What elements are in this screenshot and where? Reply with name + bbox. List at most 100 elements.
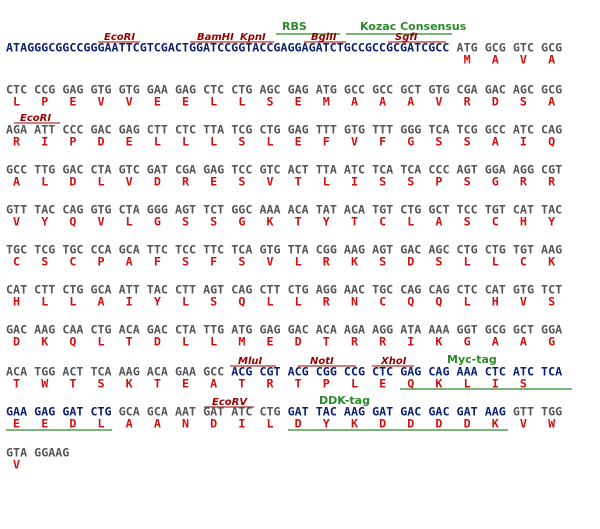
codon: ACG xyxy=(231,365,252,379)
site-label: BamHI xyxy=(197,32,234,43)
amino-acid: L xyxy=(266,417,273,431)
codon: CGG xyxy=(316,365,337,379)
codon: AGA xyxy=(6,123,27,137)
amino-acid: K xyxy=(41,335,48,349)
codon: GCT xyxy=(400,83,421,97)
codon: TCA xyxy=(90,365,111,379)
codon: TGG xyxy=(541,405,562,419)
codon: GAC xyxy=(485,83,506,97)
codon: GCA xyxy=(119,243,140,257)
amino-acid: S xyxy=(210,295,217,309)
codon: TTA xyxy=(288,243,309,257)
amino-acid: E xyxy=(295,135,302,149)
codon: TTG xyxy=(203,323,224,337)
codon: ACA xyxy=(147,365,168,379)
amino-acid: I xyxy=(351,175,358,189)
codon: TTT xyxy=(316,123,337,137)
amino-acid: M xyxy=(238,335,245,349)
codon: GTA xyxy=(6,446,27,460)
amino-acid: N xyxy=(351,295,358,309)
amino-acid: C xyxy=(69,255,76,269)
amino-acid: R xyxy=(182,175,190,189)
codon: CTT xyxy=(34,283,55,297)
amino-acid: L xyxy=(210,335,217,349)
amino-acid: K xyxy=(126,377,133,391)
amino-acid: S xyxy=(210,215,217,229)
amino-acid: V xyxy=(13,458,20,472)
amino-acid: K xyxy=(492,417,499,431)
amino-acid: G xyxy=(492,175,499,189)
codon: GTC xyxy=(513,41,534,55)
codon: TAC xyxy=(147,283,168,297)
amino-acid: T xyxy=(126,335,133,349)
codon: AAG xyxy=(541,243,562,257)
codon: GTG xyxy=(513,283,534,297)
amino-acid: S xyxy=(464,175,471,189)
amino-acid: A xyxy=(548,53,555,67)
amino-acid: L xyxy=(182,295,189,309)
amino-acid: E xyxy=(182,95,189,109)
codon: TCG xyxy=(457,123,478,137)
amino-acid: S xyxy=(520,377,527,391)
amino-acid: C xyxy=(379,215,386,229)
site-label: EcoRV xyxy=(212,397,248,408)
codon: GAT xyxy=(147,163,168,177)
amino-acid: K xyxy=(351,255,358,269)
amino-acid: D xyxy=(13,335,20,349)
codon: CAT xyxy=(485,283,506,297)
codon: GGT xyxy=(457,323,478,337)
amino-acid: Q xyxy=(407,377,414,391)
amino-acid: A xyxy=(492,335,499,349)
codon: ACA xyxy=(344,203,365,217)
amino-acid: G xyxy=(407,135,414,149)
codon: CTT xyxy=(175,283,196,297)
amino-acid: V xyxy=(126,95,133,109)
codon: GTT xyxy=(6,203,27,217)
amino-acid: D xyxy=(154,335,161,349)
codon: GTG xyxy=(428,83,449,97)
codon: TCT xyxy=(203,203,224,217)
amino-acid: I xyxy=(238,417,245,431)
amino-acid: S xyxy=(266,95,273,109)
amino-acid: Y xyxy=(548,215,555,229)
codon: AGT xyxy=(175,203,196,217)
amino-acid: S xyxy=(379,175,386,189)
codon: AGT xyxy=(457,163,478,177)
codon: GAT xyxy=(203,405,224,419)
amino-acid: S xyxy=(182,255,189,269)
codon: ACT xyxy=(288,163,309,177)
codon: TCG xyxy=(34,243,55,257)
codon: CCC xyxy=(62,123,83,137)
codon: CTG xyxy=(90,323,111,337)
amino-acid: S xyxy=(238,135,245,149)
codon: GCG xyxy=(485,41,506,55)
amino-acid: T xyxy=(323,335,330,349)
codon: AAG xyxy=(344,243,365,257)
codon: AGC xyxy=(428,243,449,257)
codon: GCA xyxy=(90,283,111,297)
codon: ACA xyxy=(288,203,309,217)
codon: ACA xyxy=(316,323,337,337)
amino-acid: E xyxy=(266,335,273,349)
codon: GAC xyxy=(90,123,111,137)
codon: CTC xyxy=(485,365,506,379)
codon: CAG xyxy=(428,283,449,297)
codon: GAG xyxy=(175,83,196,97)
codon: CTA xyxy=(119,203,140,217)
codon: GCT xyxy=(513,323,534,337)
codon: GCC xyxy=(203,365,224,379)
amino-acid: F xyxy=(379,135,386,149)
amino-acid: Q xyxy=(548,135,555,149)
amino-acid: M xyxy=(464,53,471,67)
codon: TGG xyxy=(34,365,55,379)
amino-acid: A xyxy=(492,135,499,149)
amino-acid: K xyxy=(435,377,442,391)
codon: TGC xyxy=(62,243,83,257)
amino-acid: P xyxy=(69,135,76,149)
codon: GAG xyxy=(62,83,83,97)
codon: CTC xyxy=(372,365,393,379)
codon: GCC xyxy=(6,163,27,177)
amino-acid: L xyxy=(210,95,217,109)
codon: GCG xyxy=(541,41,562,55)
codon: TCT xyxy=(541,283,562,297)
